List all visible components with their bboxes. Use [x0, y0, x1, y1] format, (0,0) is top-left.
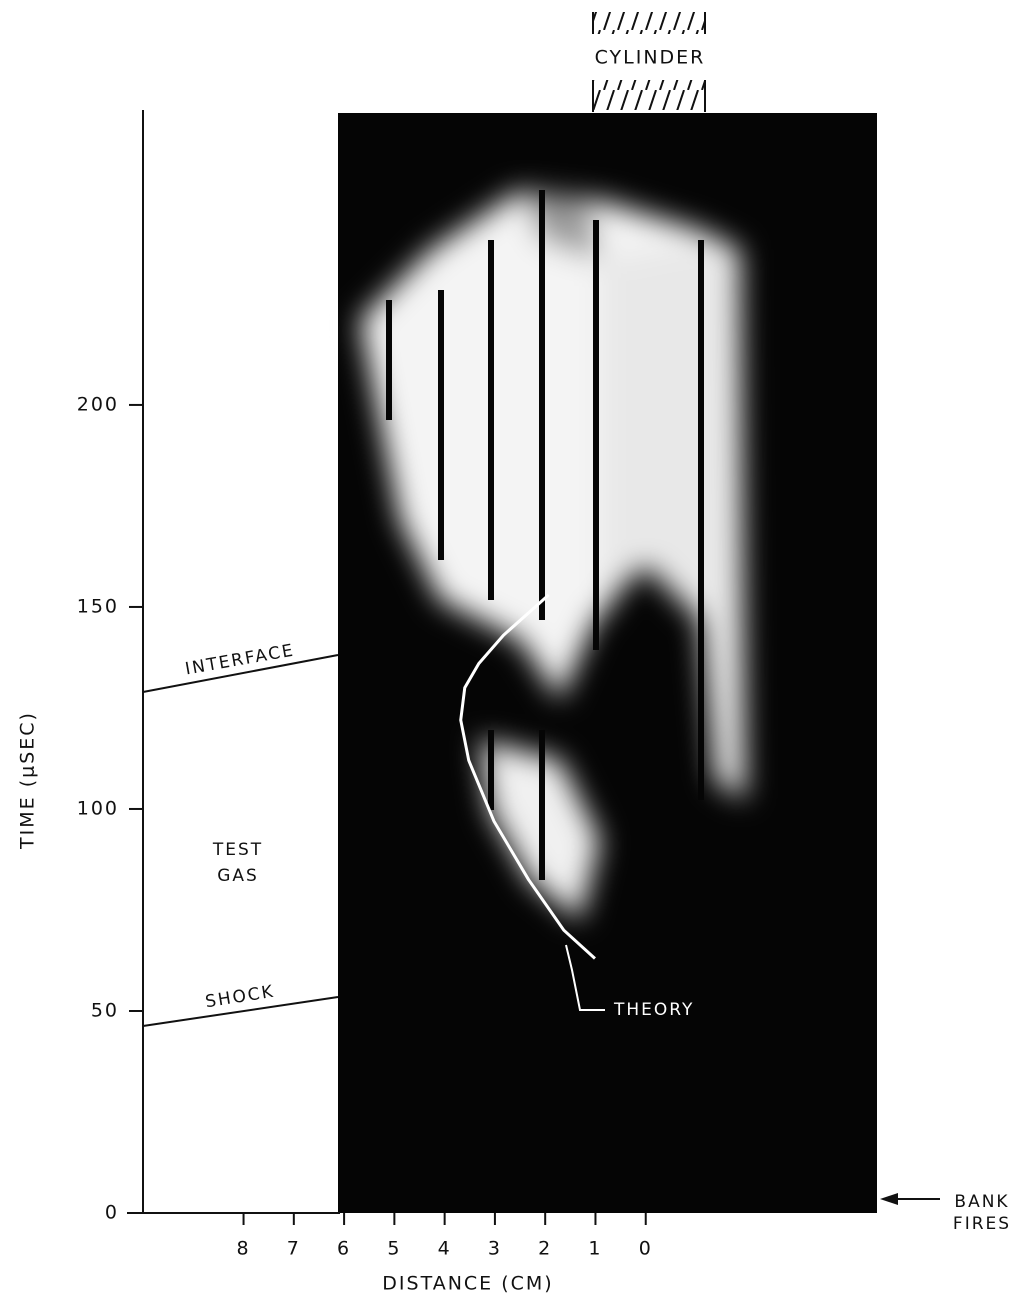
x-tick-label: 4 — [438, 1238, 452, 1260]
figure: CYLINDER TIME (μSEC) DISTANCE (CM) INTER… — [0, 0, 1020, 1301]
x-tick-label: 0 — [639, 1238, 653, 1260]
bank-fires-label: FIRES — [953, 1214, 1011, 1234]
x-tick-label: 3 — [488, 1238, 502, 1260]
y-tick-label: 150 — [77, 595, 119, 617]
streak-photo — [338, 113, 877, 1213]
test-gas-label: GAS — [217, 866, 259, 886]
x-tick-label: 8 — [237, 1238, 251, 1260]
x-tick-label: 2 — [538, 1238, 552, 1260]
cylinder-label: CYLINDER — [595, 47, 706, 69]
x-axis-label: DISTANCE (CM) — [382, 1273, 553, 1295]
test-gas-label: TEST — [212, 840, 263, 860]
x-tick-label: 7 — [287, 1238, 301, 1260]
x-tick-label: 6 — [337, 1238, 351, 1260]
bank-fires-arrowhead — [880, 1193, 898, 1205]
page: {"chart_data": {"type": "streak", "ylabe… — [0, 0, 1020, 1301]
x-tick-label: 1 — [588, 1238, 602, 1260]
theory-label: THEORY — [613, 1000, 694, 1020]
x-tick-label: 5 — [387, 1238, 401, 1260]
y-tick-label: 200 — [77, 393, 119, 415]
y-tick-label: 100 — [77, 797, 119, 819]
y-axis-label: TIME (μSEC) — [17, 711, 39, 850]
y-tick-label: 0 — [105, 1202, 119, 1224]
y-tick-label: 50 — [91, 999, 119, 1021]
bank-fires-label: BANK — [954, 1192, 1009, 1212]
